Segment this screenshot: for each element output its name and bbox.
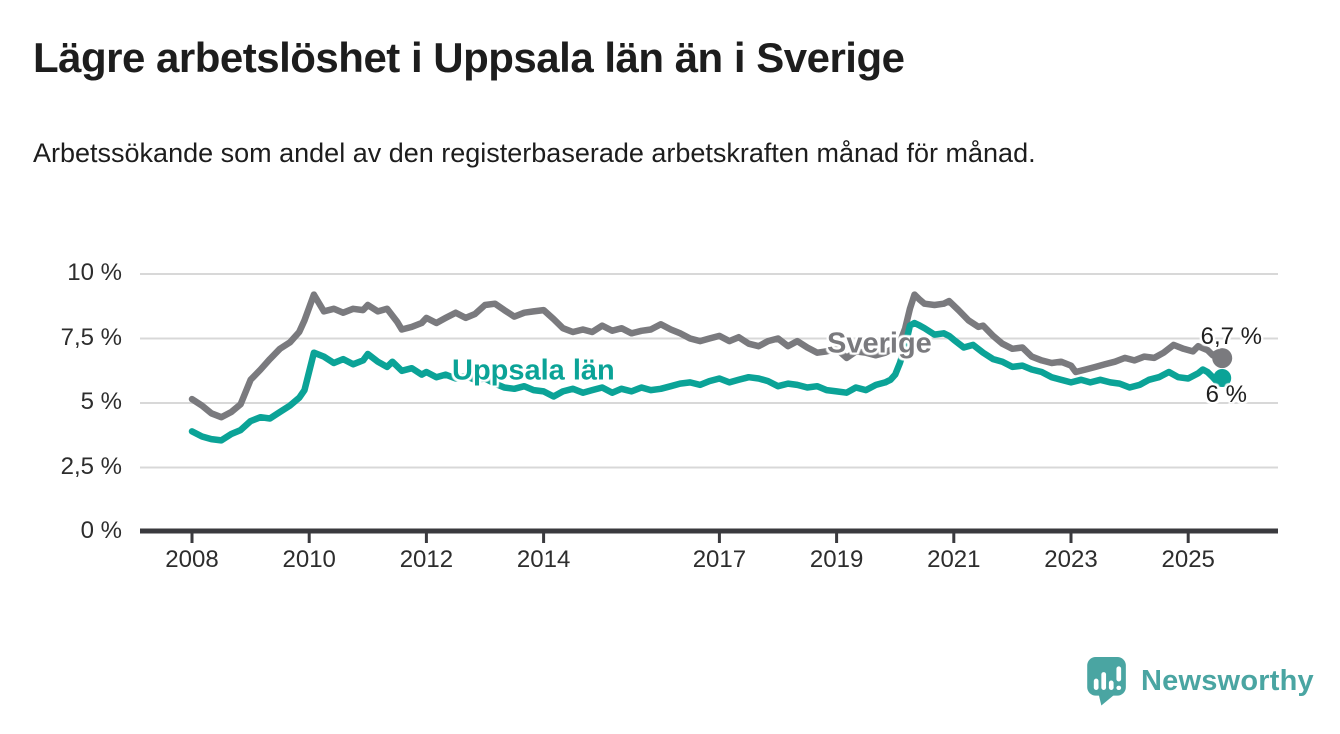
y-tick-label: 7,5 % bbox=[60, 323, 122, 351]
x-tick-label: 2019 bbox=[809, 546, 864, 573]
y-tick-label: 2,5 % bbox=[60, 452, 122, 480]
end-value-label-uppsala: 6 % bbox=[1205, 381, 1247, 408]
x-tick-label: 2021 bbox=[927, 546, 981, 573]
x-tick-label: 2025 bbox=[1161, 546, 1215, 573]
series-label-sverige: Sverige bbox=[827, 327, 932, 360]
y-tick-label: 5 % bbox=[80, 388, 122, 415]
series-label-uppsala: Uppsala län bbox=[452, 354, 615, 387]
end-value-label-sverige: 6,7 % bbox=[1200, 323, 1262, 350]
bar-chart-speech-bubble-icon bbox=[1087, 657, 1126, 706]
x-tick-label: 2010 bbox=[282, 546, 336, 573]
x-tick-label: 2023 bbox=[1044, 546, 1098, 573]
page-title: Lägre arbetslöshet i Uppsala län än i Sv… bbox=[33, 34, 905, 81]
x-tick-label: 2014 bbox=[516, 546, 571, 573]
y-tick-label: 10 % bbox=[67, 259, 122, 286]
x-tick-label: 2012 bbox=[399, 546, 454, 573]
newsworthy-logo: Newsworthy bbox=[1086, 657, 1314, 706]
newsworthy-logo-text: Newsworthy bbox=[1141, 665, 1314, 697]
chart-subtitle: Arbetssökande som andel av den registerb… bbox=[33, 138, 1036, 168]
x-tick-label: 2017 bbox=[692, 546, 747, 573]
y-tick-label: 0 % bbox=[80, 517, 122, 544]
series-end-dot-1 bbox=[1213, 369, 1232, 387]
x-tick-label: 2008 bbox=[165, 546, 219, 573]
series-end-dot-0 bbox=[1212, 348, 1233, 369]
series-line-0 bbox=[188, 291, 1226, 421]
series-line-1 bbox=[188, 319, 1226, 444]
